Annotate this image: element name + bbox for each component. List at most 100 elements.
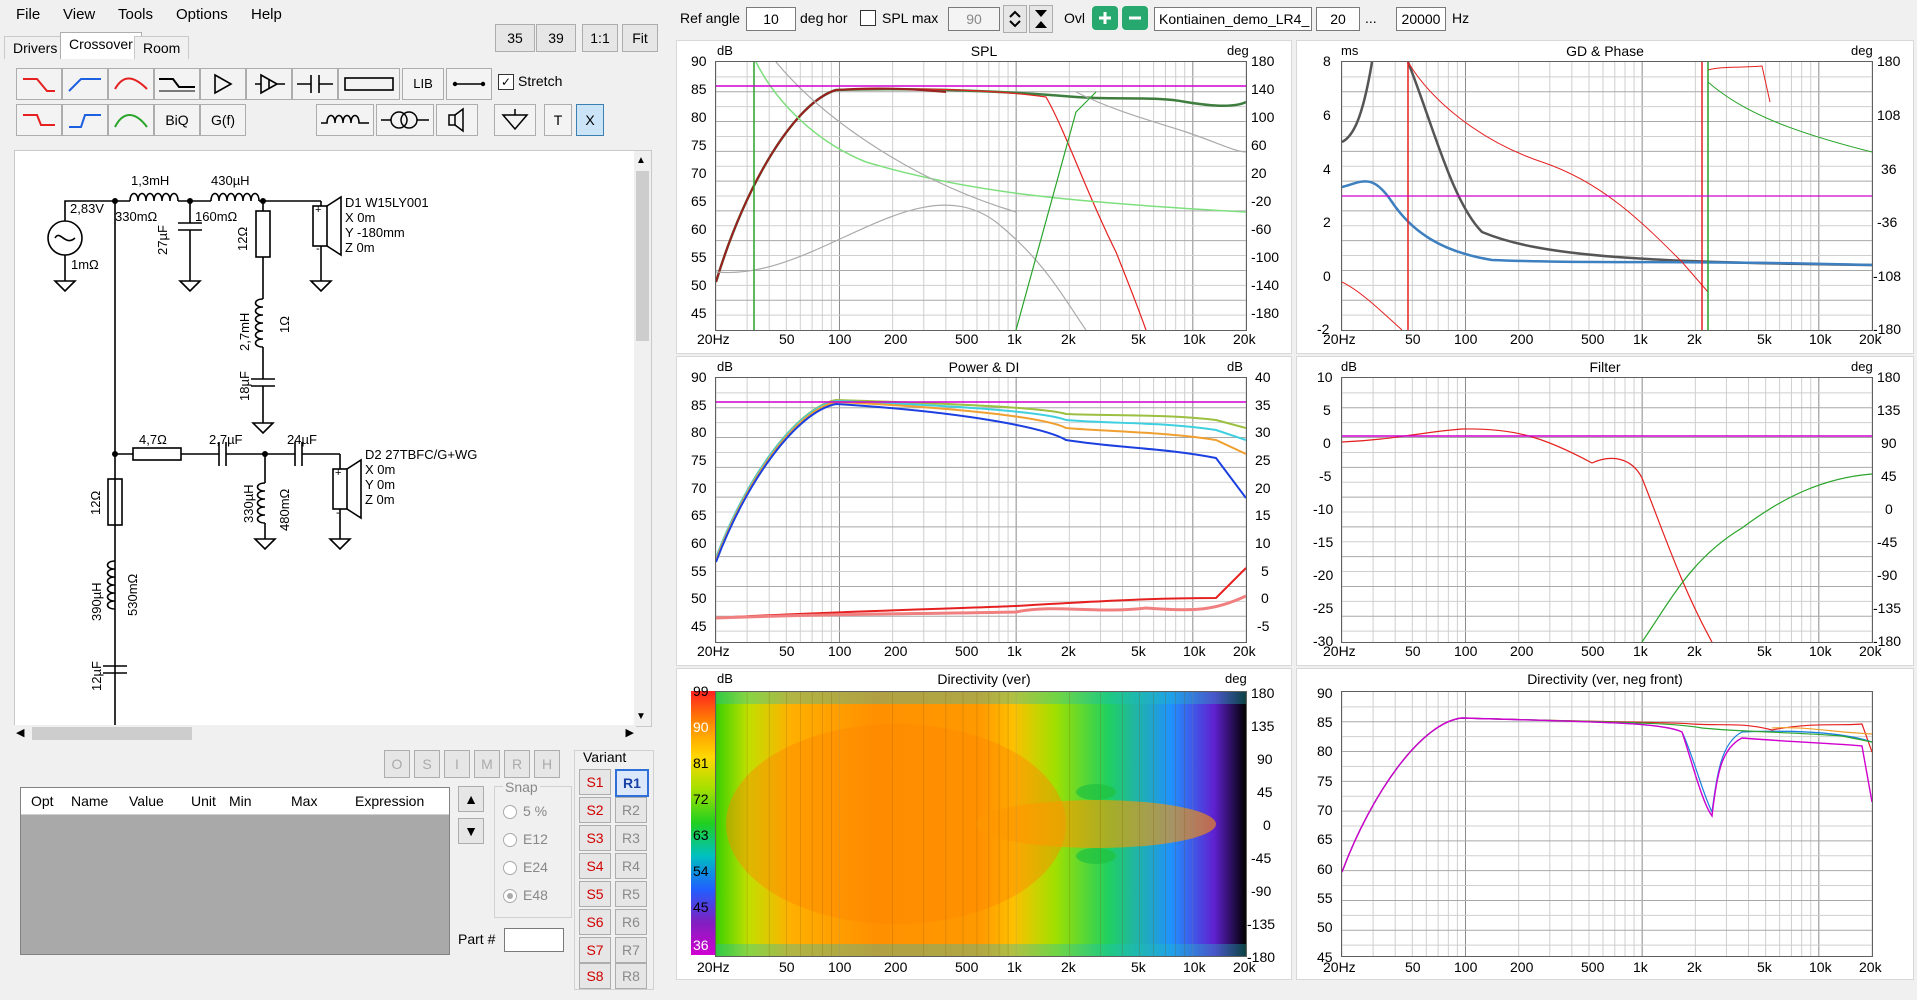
spl-max-spinner[interactable] (1003, 5, 1027, 33)
optimizer-h-button[interactable]: H (534, 750, 560, 778)
shelf-button[interactable] (154, 68, 200, 100)
speaker-button[interactable] (436, 104, 478, 136)
resistor-button[interactable] (338, 68, 400, 100)
variant-r1-button[interactable]: R1 (615, 769, 649, 797)
scroll-right-icon[interactable]: ▶ (625, 727, 634, 739)
freq-max-input[interactable]: 20000 (1396, 7, 1446, 31)
scroll-up-icon[interactable]: ▲ (636, 155, 646, 166)
variant-s1-button[interactable]: S1 (579, 769, 611, 795)
library-button[interactable]: LIB (402, 68, 444, 100)
lowpass-red-2-button[interactable] (16, 104, 62, 136)
optimizer-r-button[interactable]: R (504, 750, 530, 778)
wire-button[interactable] (446, 68, 492, 100)
capacitor-button[interactable] (292, 68, 338, 100)
spl-plot-area[interactable] (715, 61, 1247, 331)
variant-r3-button[interactable]: R3 (615, 825, 647, 851)
optimizer-m-button[interactable]: M (474, 750, 500, 778)
zoom-39-button[interactable]: 39 (536, 24, 576, 52)
variant-r4-button[interactable]: R4 (615, 853, 647, 879)
optimizer-i-button[interactable]: I (444, 750, 470, 778)
bandpass-green-button[interactable] (108, 104, 154, 136)
transformer-button[interactable] (376, 104, 434, 136)
spl-max-input[interactable]: 90 (948, 7, 1000, 31)
scroll-down-icon[interactable]: ▼ (636, 711, 646, 722)
menu-tools[interactable]: Tools (118, 6, 154, 23)
zoom-1to1-button[interactable]: 1:1 (582, 24, 618, 52)
variant-s5-button[interactable]: S5 (579, 881, 611, 907)
directivity-graph[interactable]: Directivity (ver) dB deg 99 90 81 72 63 … (676, 668, 1292, 980)
bandpass-red-button[interactable] (108, 68, 154, 100)
stretch-checkbox[interactable]: ✓ (498, 74, 514, 90)
project-name-input[interactable]: Kontiainen_demo_LR4_ (1154, 7, 1312, 31)
ground-button[interactable] (494, 104, 536, 136)
col-min[interactable]: Min (229, 793, 252, 809)
variant-s6-button[interactable]: S6 (579, 909, 611, 935)
part-number-input[interactable] (504, 928, 564, 952)
move-down-button[interactable]: ▼ (458, 818, 484, 844)
overlay-remove-button[interactable] (1122, 6, 1148, 30)
zoom-35-button[interactable]: 35 (495, 24, 535, 52)
horizontal-scroll-thumb[interactable] (32, 727, 192, 740)
tab-room[interactable]: Room (134, 36, 190, 59)
parameter-table[interactable]: Opt Name Value Unit Min Max Expression (20, 787, 450, 955)
transfer-function-button[interactable]: G(f) (200, 104, 246, 136)
inductor-button[interactable] (316, 104, 374, 136)
highpass-blue-2-button[interactable] (62, 104, 108, 136)
col-unit[interactable]: Unit (191, 793, 216, 809)
crossover-schematic[interactable]: 2,83V 1mΩ 1,3mH 330mΩ 430µH 160mΩ 27µF 1… (14, 150, 652, 727)
buffer-amp-button[interactable] (246, 68, 292, 100)
snap-e24-radio[interactable] (503, 861, 517, 875)
gd-plot-area[interactable] (1341, 61, 1873, 331)
tab-crossover[interactable]: Crossover (60, 32, 142, 59)
ref-angle-input[interactable]: 10 (746, 7, 796, 31)
overlay-add-button[interactable] (1092, 6, 1118, 30)
col-max[interactable]: Max (291, 793, 318, 809)
menu-options[interactable]: Options (176, 6, 228, 23)
variant-r6-button[interactable]: R6 (615, 909, 647, 935)
directivity-heatmap[interactable] (715, 691, 1247, 957)
snap-e48-radio[interactable] (503, 889, 517, 903)
vertical-scroll-thumb[interactable] (636, 171, 649, 341)
power-plot-area[interactable] (715, 377, 1247, 643)
zoom-fit-button[interactable]: Fit (622, 24, 658, 52)
spl-graph[interactable]: SPL dB deg 90 85 80 75 70 65 60 55 50 45… (676, 40, 1292, 354)
biquad-button[interactable]: BiQ (154, 104, 200, 136)
col-name[interactable]: Name (71, 793, 109, 809)
freq-min-input[interactable]: 20 (1316, 7, 1360, 31)
directivity-neg-plot-area[interactable] (1341, 691, 1873, 957)
col-opt[interactable]: Opt (31, 793, 54, 809)
gd-phase-graph[interactable]: GD & Phase ms deg 8 6 4 2 0 -2 180 108 3… (1296, 40, 1914, 354)
variant-r7-button[interactable]: R7 (615, 937, 647, 963)
menu-view[interactable]: View (63, 6, 96, 23)
power-di-graph[interactable]: Power & DI dB dB 90 85 80 75 70 65 60 55… (676, 356, 1292, 666)
lowpass-red-button[interactable] (16, 68, 62, 100)
menu-help[interactable]: Help (251, 6, 282, 23)
variant-s4-button[interactable]: S4 (579, 853, 611, 879)
spl-range-button[interactable] (1029, 5, 1053, 33)
variant-s3-button[interactable]: S3 (579, 825, 611, 851)
delete-tool-button[interactable]: X (576, 104, 604, 136)
col-expression[interactable]: Expression (355, 793, 425, 809)
highpass-blue-button[interactable] (62, 68, 108, 100)
snap-5pct-radio[interactable] (503, 805, 517, 819)
filter-graph[interactable]: Filter dB deg 10 5 0 -5 -10 -15 -20 -25 … (1296, 356, 1914, 666)
text-tool-button[interactable]: T (544, 104, 572, 136)
spl-max-checkbox[interactable] (860, 10, 876, 26)
optimizer-o-button[interactable]: O (384, 750, 410, 778)
tab-drivers[interactable]: Drivers (4, 36, 67, 59)
snap-e12-radio[interactable] (503, 833, 517, 847)
directivity-neg-graph[interactable]: Directivity (ver, neg front) 90 85 80 75… (1296, 668, 1914, 980)
variant-s7-button[interactable]: S7 (579, 937, 611, 963)
optimizer-s-button[interactable]: S (414, 750, 440, 778)
schematic-horizontal-scrollbar[interactable]: ◀ ▶ (14, 725, 636, 742)
variant-r2-button[interactable]: R2 (615, 797, 647, 823)
amplifier-button[interactable] (200, 68, 246, 100)
col-value[interactable]: Value (129, 793, 164, 809)
variant-s8-button[interactable]: S8 (579, 963, 611, 989)
filter-plot-area[interactable] (1341, 377, 1873, 643)
scroll-left-icon[interactable]: ◀ (16, 727, 25, 739)
variant-r5-button[interactable]: R5 (615, 881, 647, 907)
schematic-vertical-scrollbar[interactable]: ▲ ▼ (634, 151, 651, 726)
variant-s2-button[interactable]: S2 (579, 797, 611, 823)
menu-file[interactable]: File (16, 6, 41, 23)
